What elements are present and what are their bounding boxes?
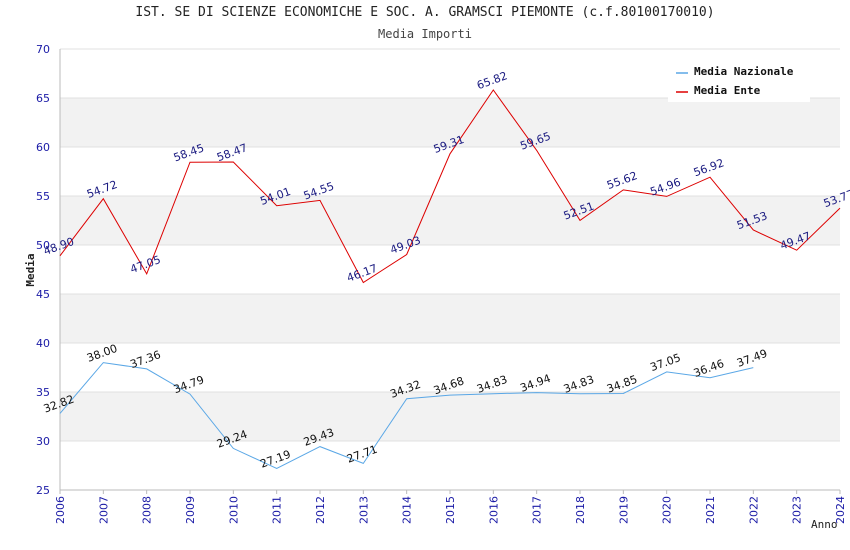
grid-band [60, 343, 840, 392]
y-axis-label: Media [24, 253, 37, 286]
x-tick-label: 2015 [444, 496, 457, 524]
chart-subtitle: Media Importi [378, 27, 472, 41]
x-tick-label: 2019 [617, 496, 630, 524]
grid-band [60, 245, 840, 294]
grid-band [60, 441, 840, 490]
y-tick-label: 45 [36, 288, 50, 301]
x-tick-label: 2022 [747, 496, 760, 524]
grid-band [60, 196, 840, 245]
chart-title: IST. SE DI SCIENZE ECONOMICHE E SOC. A. … [135, 5, 715, 20]
x-tick-label: 2020 [661, 496, 674, 524]
y-tick-label: 35 [36, 386, 50, 399]
y-tick-label: 70 [36, 43, 50, 56]
grid-lines [59, 48, 841, 494]
y-tick-label: 50 [36, 239, 50, 252]
legend: Media Nazionale Media Ente [668, 60, 810, 102]
grid-band [60, 98, 840, 147]
series-line-media-ente [59, 89, 841, 284]
y-tick-label: 65 [36, 92, 50, 105]
y-tick-label: 40 [36, 337, 50, 350]
x-tick-label: 2013 [357, 496, 370, 524]
series-lines [59, 89, 841, 470]
x-tick-label: 2007 [97, 496, 110, 524]
x-tick-label: 2014 [401, 496, 414, 524]
series-line-media-nazionale [59, 362, 754, 470]
x-tick-label: 2010 [227, 496, 240, 524]
y-tick-label: 60 [36, 141, 50, 154]
x-tick-label: 2016 [487, 496, 500, 524]
x-tick-label: 2017 [531, 496, 544, 524]
grid-band [60, 147, 840, 196]
grid-band [60, 392, 840, 441]
legend-label-ente: Media Ente [694, 84, 761, 97]
y-tick-label: 30 [36, 435, 50, 448]
y-tick-labels: 25 30 35 40 45 50 55 60 65 70 [36, 43, 50, 497]
x-tick-label: 2018 [574, 496, 587, 524]
x-tick-label: 2006 [54, 496, 67, 524]
y-tick-label: 55 [36, 190, 50, 203]
grid-bands [60, 49, 840, 490]
y-tick-label: 25 [36, 484, 50, 497]
x-axis-label: Anno [811, 518, 838, 531]
x-tick-label: 2008 [141, 496, 154, 524]
x-tick-label: 2012 [314, 496, 327, 524]
x-tick-labels: 2006 2007 2008 2009 2010 2011 2012 2013 2014 2015… [54, 496, 847, 524]
grid-band [60, 294, 840, 343]
x-tick-label: 2021 [704, 496, 717, 524]
legend-label-nazionale: Media Nazionale [694, 65, 794, 78]
legend-box [668, 60, 810, 102]
x-tick-label: 2011 [271, 496, 284, 524]
x-tick-label: 2023 [791, 496, 804, 524]
x-tick-label: 2009 [184, 496, 197, 524]
x-tick-label: 2024 [834, 496, 847, 524]
